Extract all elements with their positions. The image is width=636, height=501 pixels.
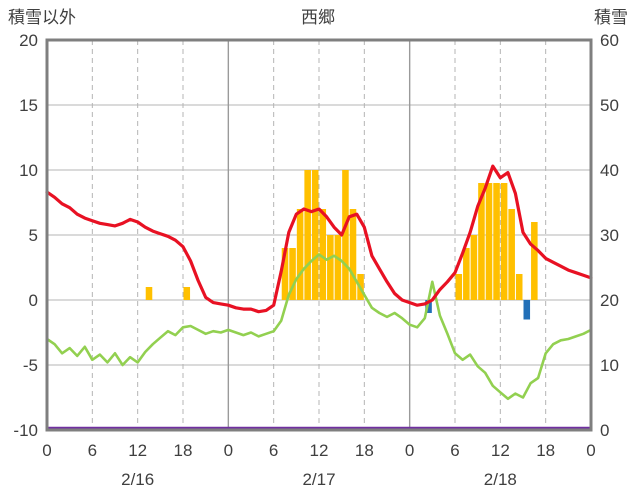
svg-text:0: 0: [586, 441, 595, 460]
svg-text:30: 30: [600, 226, 619, 245]
chart-title: 西郷: [301, 8, 335, 27]
x-axis-day-labels: 2/16 2/17 2/18: [121, 470, 517, 489]
svg-text:0: 0: [224, 441, 233, 460]
left-axis-label: 積雪以外: [8, 8, 76, 27]
svg-text:18: 18: [355, 441, 374, 460]
svg-text:10: 10: [19, 161, 38, 180]
svg-text:0: 0: [600, 421, 609, 440]
svg-text:20: 20: [19, 31, 38, 50]
svg-text:60: 60: [600, 31, 619, 50]
svg-text:40: 40: [600, 161, 619, 180]
svg-text:12: 12: [310, 441, 329, 460]
svg-text:0: 0: [29, 291, 38, 310]
svg-text:2/16: 2/16: [121, 470, 154, 489]
svg-text:10: 10: [600, 356, 619, 375]
v-gridlines: [91, 40, 547, 430]
plot-border: [45, 38, 593, 432]
svg-text:18: 18: [174, 441, 193, 460]
right-axis-label: 積雪: [594, 8, 628, 27]
svg-text:6: 6: [88, 441, 97, 460]
svg-text:0: 0: [42, 441, 51, 460]
svg-text:6: 6: [450, 441, 459, 460]
temperature-line: [45, 164, 593, 314]
svg-text:18: 18: [536, 441, 555, 460]
svg-text:2/17: 2/17: [302, 470, 335, 489]
precip-bars-blue: [425, 300, 531, 320]
svg-text:12: 12: [128, 441, 147, 460]
svg-text:0: 0: [405, 441, 414, 460]
svg-text:6: 6: [269, 441, 278, 460]
svg-text:2/18: 2/18: [484, 470, 517, 489]
svg-text:20: 20: [600, 291, 619, 310]
svg-text:50: 50: [600, 96, 619, 115]
x-axis-ticks: 0 6 12 18 0 6 12 18 0 6 12 18 0: [42, 441, 595, 460]
svg-text:15: 15: [19, 96, 38, 115]
green-series-line: [45, 253, 593, 401]
right-axis-ticks: 60 50 40 30 20 10 0: [600, 31, 619, 440]
svg-text:-5: -5: [23, 356, 38, 375]
svg-text:5: 5: [29, 226, 38, 245]
svg-text:12: 12: [491, 441, 510, 460]
left-axis-ticks: 20 15 10 5 0 -5 -10: [13, 31, 38, 440]
svg-text:-10: -10: [13, 421, 38, 440]
